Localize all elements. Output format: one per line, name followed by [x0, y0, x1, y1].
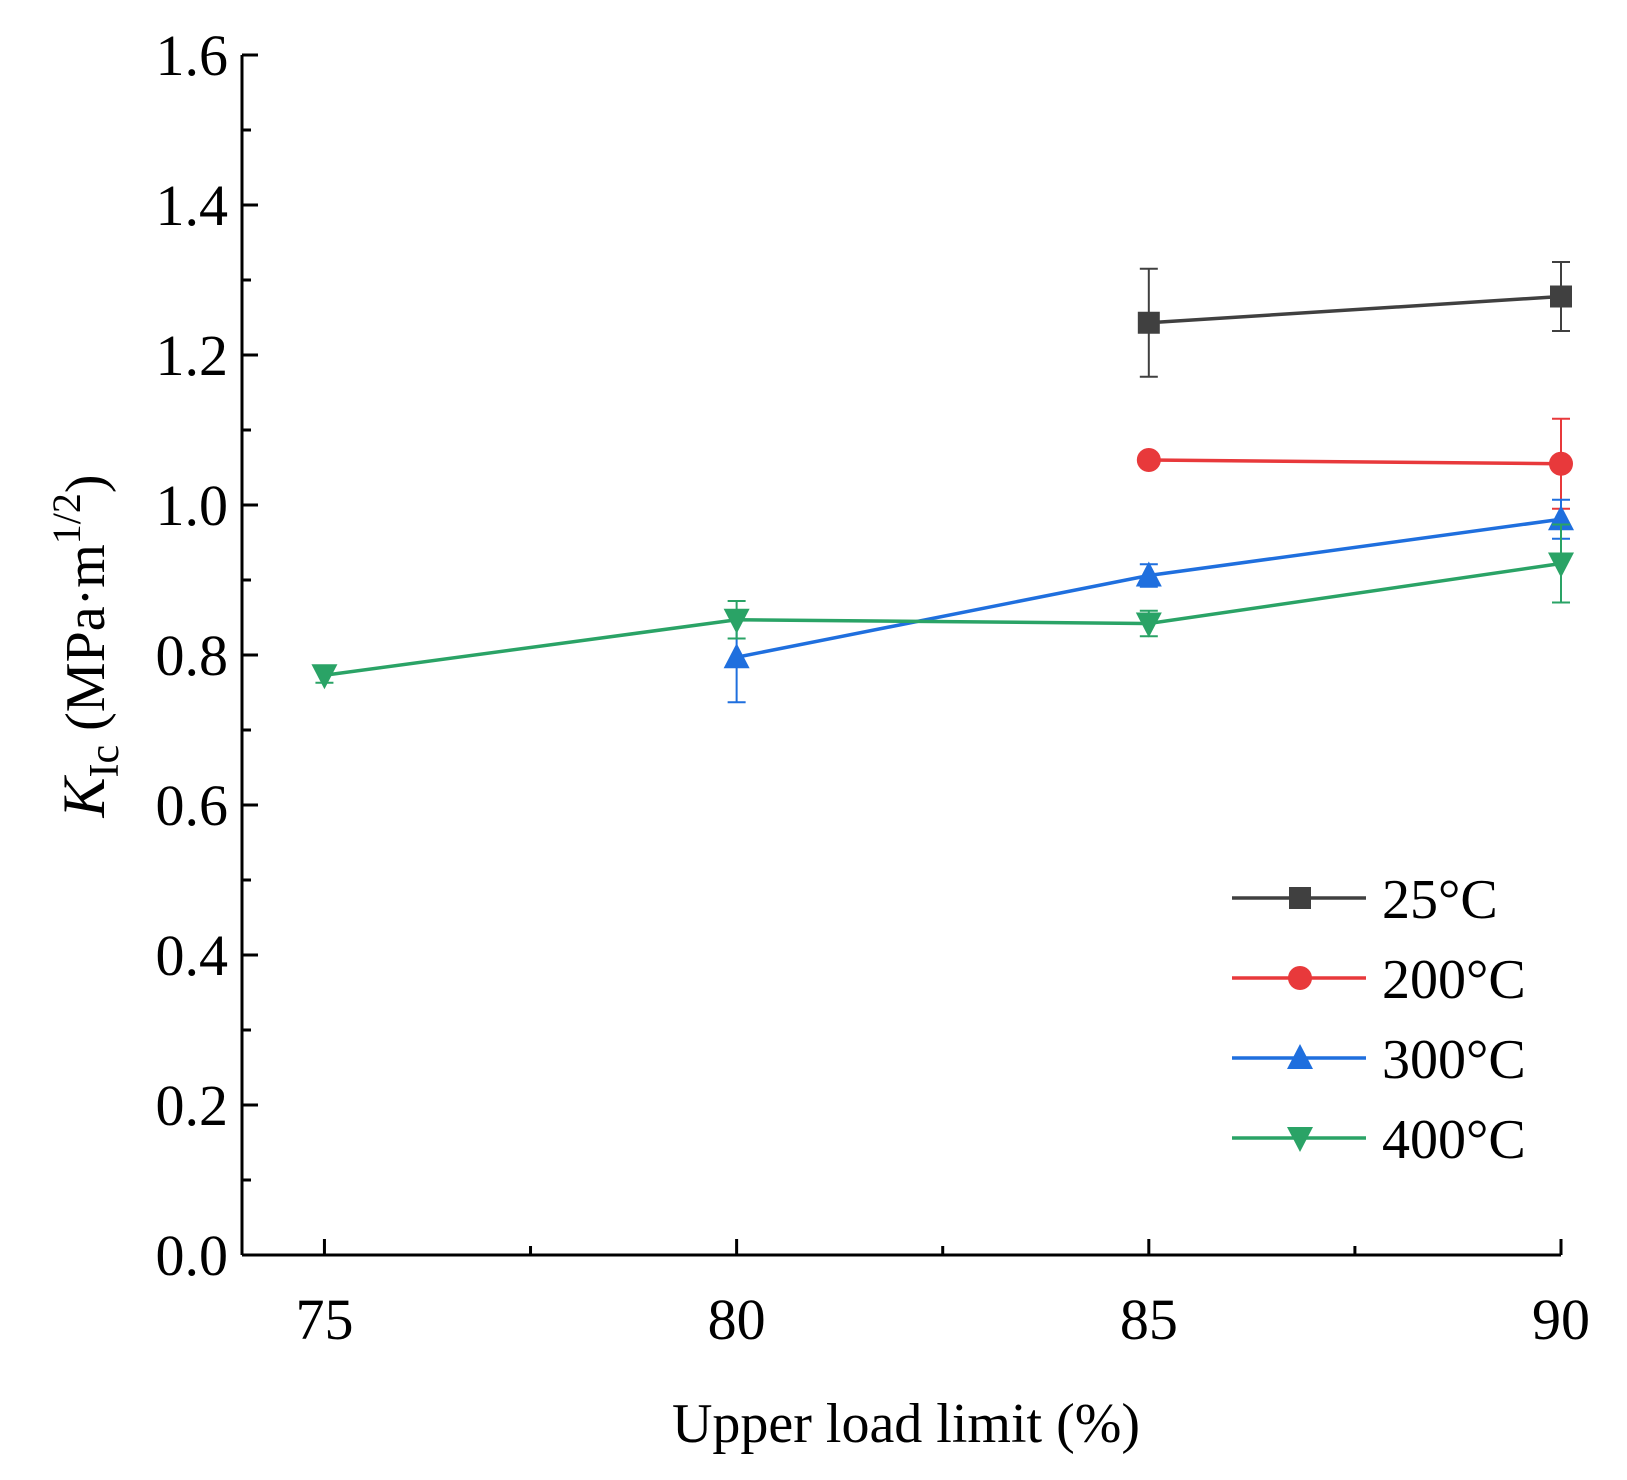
data-point [1548, 552, 1574, 578]
x-tick-label: 80 [708, 1287, 766, 1352]
y-tick-label: 0.8 [156, 623, 229, 688]
data-point [1137, 311, 1160, 334]
data-series [311, 261, 1574, 704]
series-line [324, 561, 1562, 677]
y-axis-title: KIc (MPa·m1/2) [44, 474, 128, 818]
y-axis-unit-close: ) [55, 474, 117, 493]
legend: 25°C 200°C 300°C 400°C [1232, 869, 1526, 1171]
series-3 [311, 523, 1574, 690]
y-tick-label: 0.4 [156, 923, 229, 988]
data-point [723, 608, 750, 634]
legend-entry: 200°C [1232, 949, 1526, 1011]
legend-marker [1288, 966, 1312, 990]
series-line [1148, 458, 1562, 466]
y-tick-label: 0.2 [156, 1073, 229, 1138]
legend-marker [1287, 1044, 1313, 1069]
legend-entry: 25°C [1232, 869, 1498, 931]
tick-marks [242, 53, 1563, 1257]
data-point [1135, 612, 1162, 638]
y-axis-unit-open: (MPa·m [55, 544, 117, 731]
legend-marker [1289, 887, 1311, 909]
y-axis-unit-exponent: 1/2 [44, 493, 89, 544]
series-2 [723, 498, 1574, 704]
y-tick-label: 1.4 [156, 173, 229, 238]
tick-labels: 0.0 0.2 0.4 0.6 0.8 1.0 1.2 1.4 1.6 75 80 85 90 [156, 23, 1591, 1352]
data-point [1135, 561, 1162, 587]
legend-entry: 300°C [1232, 1029, 1526, 1091]
x-tick-label: 85 [1120, 1287, 1178, 1352]
series-1 [1136, 417, 1573, 510]
y-tick-label: 0.6 [156, 773, 229, 838]
x-tick-label: 75 [295, 1287, 353, 1352]
axes [240, 55, 1561, 1257]
data-point [1550, 285, 1572, 308]
x-axis-title: Upper load limit (%) [672, 1393, 1140, 1455]
data-point [311, 664, 338, 690]
series-line [1148, 294, 1562, 325]
legend-label: 300°C [1382, 1029, 1526, 1091]
y-tick-label: 0.0 [156, 1223, 229, 1288]
y-axis-symbol: K [51, 775, 117, 819]
legend-label: 200°C [1382, 949, 1526, 1011]
y-tick-label: 1.0 [156, 473, 229, 538]
legend-entry: 400°C [1232, 1109, 1526, 1171]
x-tick-label: 90 [1532, 1287, 1590, 1352]
series-0 [1137, 261, 1572, 378]
legend-label: 25°C [1382, 869, 1498, 931]
legend-marker [1287, 1127, 1313, 1152]
data-point [723, 643, 750, 669]
data-point [1549, 451, 1573, 476]
y-tick-label: 1.6 [156, 23, 229, 88]
legend-label: 400°C [1382, 1109, 1526, 1171]
y-tick-label: 1.2 [156, 323, 229, 388]
y-axis-subscript: Ic [82, 745, 128, 778]
data-point [1136, 448, 1161, 472]
